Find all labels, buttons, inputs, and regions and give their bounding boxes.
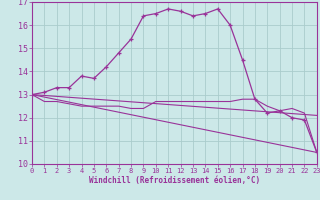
X-axis label: Windchill (Refroidissement éolien,°C): Windchill (Refroidissement éolien,°C)	[89, 176, 260, 185]
